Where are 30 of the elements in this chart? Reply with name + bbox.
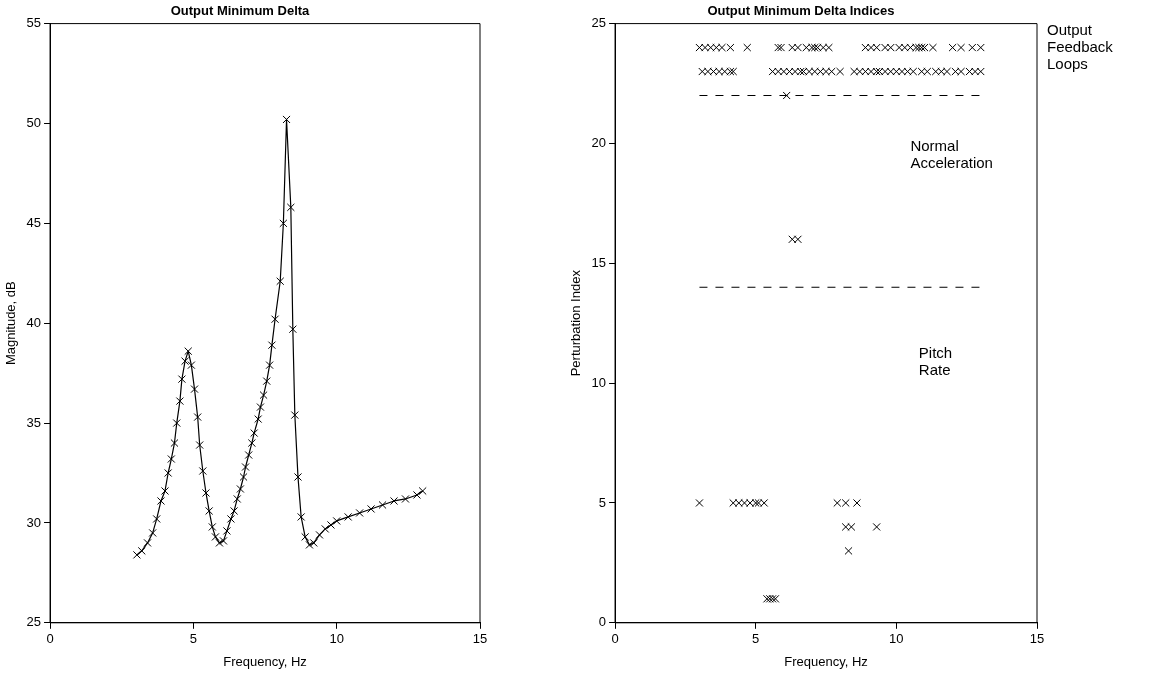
x-tick-label: 10 [889, 631, 904, 647]
text: Output Feedback Loops [1047, 20, 1114, 72]
y-tick-label: 0 [598, 614, 607, 630]
y-tick-label: 10 [591, 374, 607, 390]
y-tick-label: 35 [26, 414, 42, 430]
y-axis-title: Perturbation Index [568, 269, 584, 377]
annotation: Pitch Rate [918, 343, 953, 378]
y-tick-label: 20 [591, 135, 607, 151]
y-tick-label: 15 [591, 254, 607, 270]
x-tick-label: 5 [752, 631, 760, 647]
y-tick-label: 30 [26, 514, 42, 530]
y-tick-label: 40 [26, 314, 42, 330]
x-tick-label: 0 [611, 631, 619, 647]
y-tick-label: 45 [26, 214, 42, 230]
y-tick-label: 25 [26, 614, 42, 630]
y-tick-label: 50 [26, 115, 42, 131]
x-tick-label: 5 [189, 631, 197, 647]
y-tick-label: 55 [26, 15, 42, 31]
x-tick-label: 15 [1029, 631, 1045, 647]
annotation: Normal Acceleration [910, 137, 993, 172]
y-axis-title: Magnitude, dB [3, 281, 19, 366]
chart-title: Output Minimum Delta [170, 3, 311, 19]
x-tick-label: 0 [46, 631, 54, 647]
x-tick-label: 15 [472, 631, 488, 647]
x-tick-label: 10 [329, 631, 344, 647]
x-axis-title: Frequency, Hz [223, 653, 307, 669]
y-tick-label: 25 [591, 15, 607, 31]
y-tick-label: 5 [598, 494, 607, 510]
chart-title: Output Minimum Delta Indices [707, 3, 895, 19]
x-axis-title: Frequency, Hz [784, 653, 868, 669]
